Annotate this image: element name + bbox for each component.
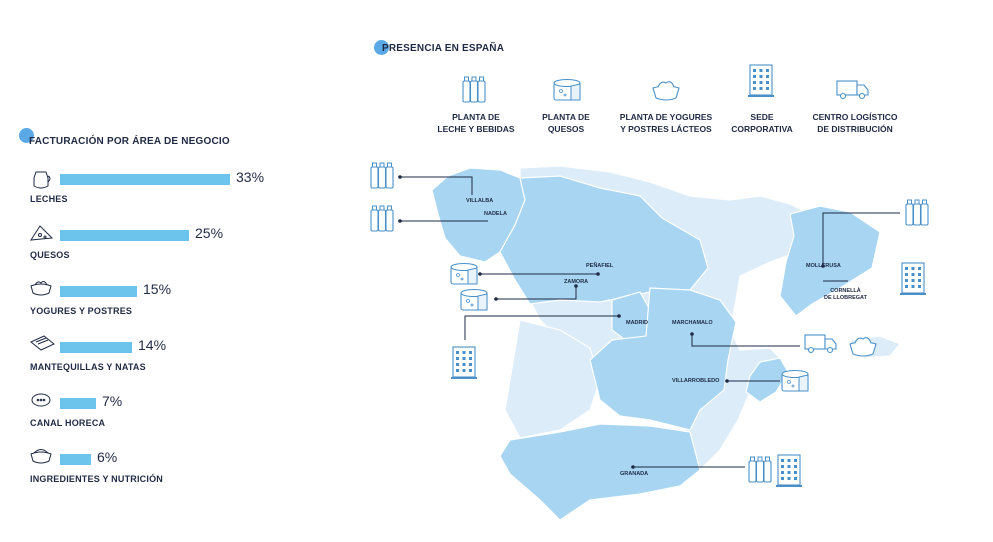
bar-value-label: 33% <box>236 169 265 185</box>
city-marchamalo: MARCHAMALO <box>672 320 713 326</box>
bar-category-label: MANTEQUILLAS Y NATAS <box>30 362 146 372</box>
granada-milk-bottles-icon <box>748 456 772 483</box>
bar-value-label: 25% <box>195 225 224 241</box>
city-penafiel: PEÑAFIEL <box>586 263 614 269</box>
mollerusa-milk-bottles-icon <box>905 199 929 226</box>
zamora-cheese-icon <box>460 288 488 311</box>
city-zamora: ZAMORA <box>564 279 589 285</box>
map-title-dot <box>374 40 389 55</box>
mantequillas-icon <box>30 335 55 351</box>
city-madrid: MADRID <box>626 320 648 326</box>
marchamalo-truck-icon <box>804 334 837 354</box>
bar-category-label: YOGURES Y POSTRES <box>30 306 133 316</box>
penafiel-cheese-icon <box>450 262 478 285</box>
bar <box>60 342 132 353</box>
city-mollerusa: MOLLERUSA <box>806 263 841 269</box>
city-markers <box>398 175 825 469</box>
bar-category-label: CANAL HORECA <box>30 418 106 428</box>
city-cornella: CORNELLÀ DE LLOBREGAT <box>824 288 867 301</box>
bar <box>60 398 96 409</box>
nadela-milk-bottles-icon <box>370 205 394 232</box>
bar <box>60 230 189 241</box>
city-villarrobledo: VILLARROBLEDO <box>672 378 720 384</box>
bar-category-label: QUESOS <box>30 250 70 260</box>
bar <box>60 286 137 297</box>
horeca-icon <box>31 393 51 407</box>
villarrobledo-cheese-icon <box>781 369 809 392</box>
legend-yogurt-plant: PLANTA DE YOGURES Y POSTRES LÁCTEOS <box>619 112 713 134</box>
connector-lines <box>400 176 900 468</box>
legend-cheese-plant: PLANTA DE QUESOS <box>542 112 590 134</box>
bar-value-label: 6% <box>97 449 118 465</box>
legend-cheese-icon <box>553 78 581 101</box>
legend-building-icon <box>747 64 775 98</box>
city-nadela: NADELA <box>484 211 507 217</box>
legend-headquarters: SEDE CORPORATIVA <box>731 112 793 134</box>
legend-milk-bottles-icon <box>462 76 486 103</box>
bar-value-label: 7% <box>102 393 123 409</box>
villalba-milk-bottles-icon <box>370 162 394 189</box>
bar <box>60 454 91 465</box>
ingredientes-icon <box>30 449 52 464</box>
city-villalba: VILLALBA <box>466 198 494 204</box>
map-title: PRESENCIA EN ESPAÑA <box>382 43 505 54</box>
map-regions-dark <box>431 167 881 521</box>
bar-chart-title-dot <box>19 128 34 143</box>
legend-yogurt-icon <box>652 81 680 101</box>
leches-icon <box>33 171 51 189</box>
bar-category-label: INGREDIENTES Y NUTRICIÓN <box>30 474 163 484</box>
legend-truck-icon <box>836 80 869 100</box>
legend-logistics: CENTRO LOGÍSTICO DE DISTRIBUCIÓN <box>812 112 898 134</box>
cornella-building-icon <box>899 262 927 296</box>
bar-chart-title: FACTURACIÓN POR ÁREA DE NEGOCIO <box>29 136 230 147</box>
bar <box>60 174 230 185</box>
quesos-icon <box>30 225 54 241</box>
yogures-icon <box>30 280 52 296</box>
bar-value-label: 14% <box>138 337 167 353</box>
bar-value-label: 15% <box>143 281 172 297</box>
madrid-building-icon <box>450 346 478 380</box>
legend-milk-plant: PLANTA DE LECHE Y BEBIDAS <box>437 112 515 134</box>
bar-category-label: LECHES <box>30 194 68 204</box>
city-granada: GRANADA <box>620 471 649 477</box>
granada-building-icon <box>775 454 803 488</box>
